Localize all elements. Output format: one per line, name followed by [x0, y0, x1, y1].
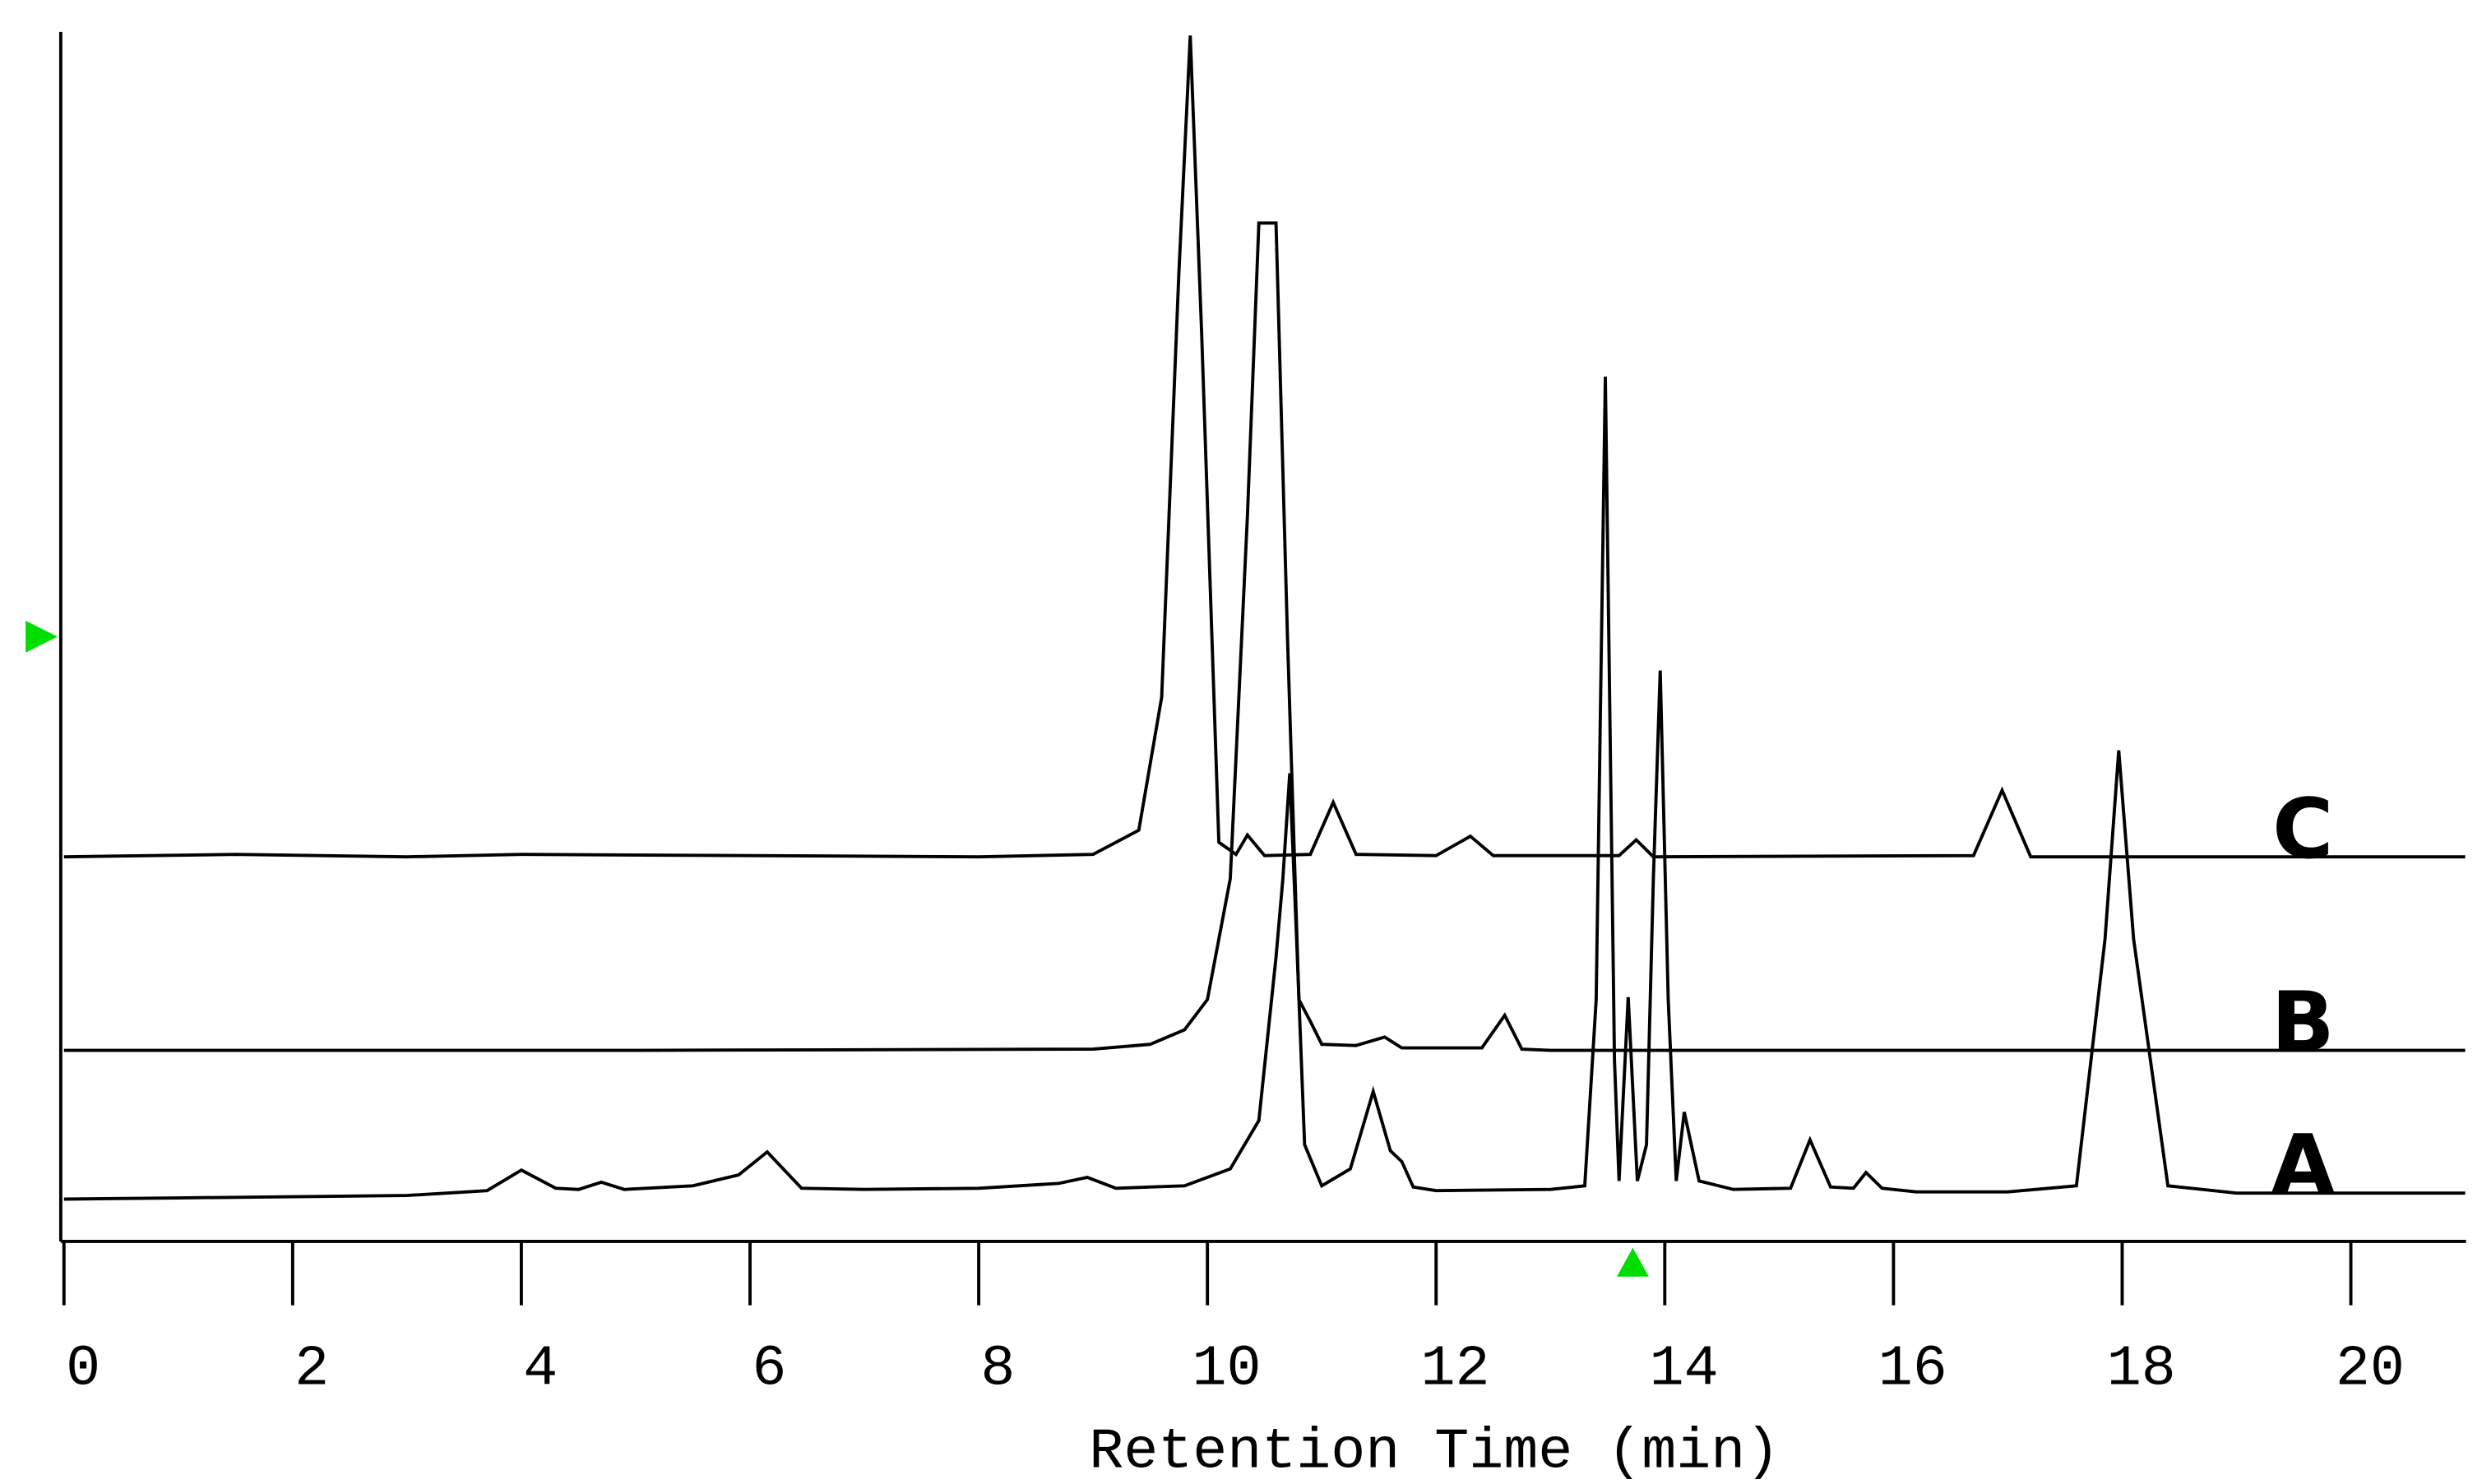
marker [1616, 1247, 1649, 1277]
x-tick-label: 10 [1192, 1337, 1261, 1402]
marker [25, 620, 58, 653]
x-tick-label: 14 [1650, 1337, 1719, 1402]
trace [63, 35, 2466, 859]
x-tick-label: 18 [2107, 1337, 2176, 1402]
x-tick-label: 2 [294, 1337, 329, 1402]
x-tick-label: 6 [752, 1337, 786, 1402]
series-label: C [2272, 780, 2333, 877]
x-tick-label: 12 [1421, 1337, 1490, 1402]
x-tick-label: 16 [1878, 1337, 1947, 1402]
series-label: A [2271, 1116, 2335, 1214]
series-label: B [2271, 973, 2335, 1070]
x-tick-label: 20 [2336, 1337, 2405, 1402]
trace [63, 377, 2466, 1201]
trace [63, 221, 2466, 1052]
x-tick-label: 8 [980, 1337, 1015, 1402]
x-tick-label: 4 [523, 1337, 558, 1402]
x-tick-label: 0 [66, 1337, 100, 1402]
x-axis-title: Retention Time (min) [1089, 1420, 1780, 1484]
